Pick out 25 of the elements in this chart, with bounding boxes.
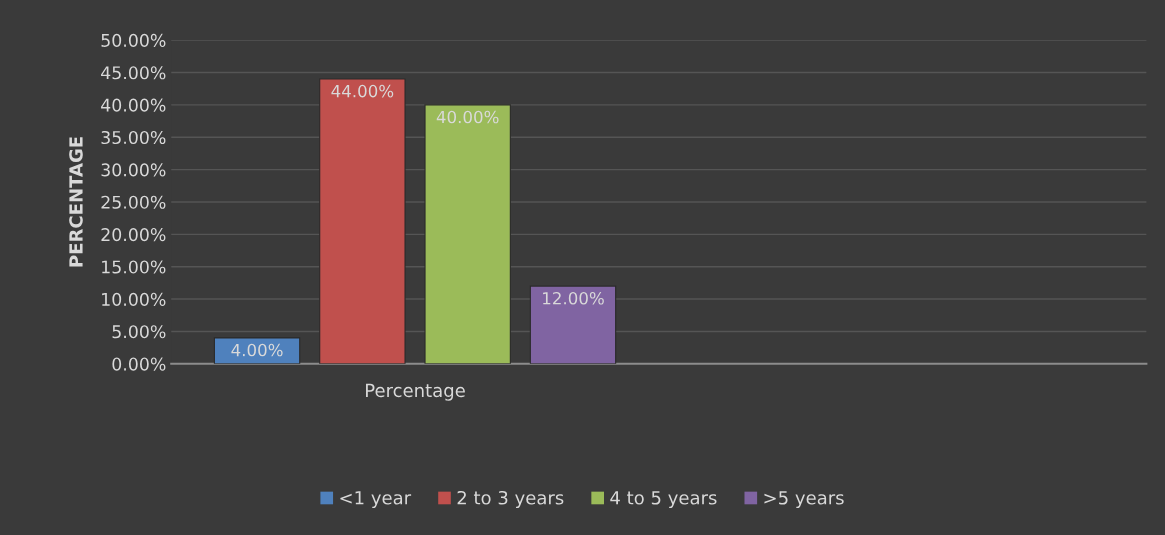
y-tick-label: 30.00% — [101, 163, 166, 177]
bar — [319, 78, 406, 364]
data-label: 12.00% — [543, 291, 604, 305]
y-tick-label: 35.00% — [101, 130, 166, 145]
bar — [529, 285, 617, 364]
data-label: 4.00% — [231, 343, 283, 357]
legend-label: <1 year — [340, 491, 412, 509]
y-tick-label: 20.00% — [101, 228, 166, 242]
y-tick-label: 5.00% — [112, 325, 166, 339]
y-tick-label: 40.00% — [101, 98, 166, 112]
y-tick-label: 45.00% — [101, 66, 166, 80]
y-tick-label: 25.00% — [101, 195, 166, 209]
data-label: 40.00% — [436, 110, 499, 124]
y-tick-label: 50.00% — [101, 33, 166, 47]
y-tick-label: 10.00% — [102, 292, 166, 306]
legend-label: 4 to 5 years — [610, 491, 717, 509]
bar — [213, 337, 301, 364]
y-axis-title: PERCENTAGE — [69, 137, 83, 267]
x-tick-label: Percentage — [366, 383, 465, 401]
y-tick-label: 15.00% — [102, 260, 166, 274]
bar — [424, 104, 511, 364]
y-tick-label: 0.00% — [112, 357, 166, 371]
legend-label: 2 to 3 years — [457, 490, 564, 509]
legend-label: >5 years — [764, 491, 844, 509]
data-label: 44.00% — [331, 84, 394, 98]
